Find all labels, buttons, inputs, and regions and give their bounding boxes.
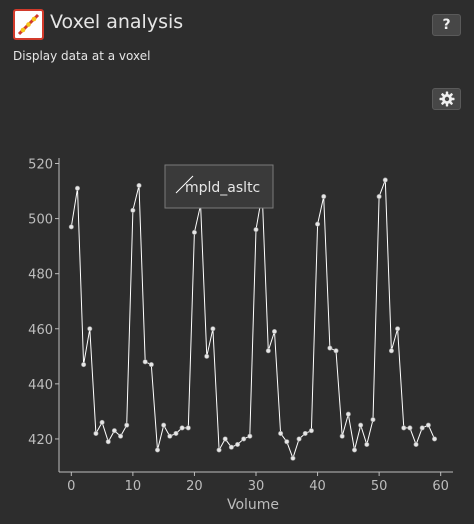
y-tick-label: 420: [28, 433, 53, 448]
data-point: [425, 422, 431, 428]
data-point: [142, 359, 148, 365]
data-point: [161, 422, 167, 428]
y-tick-label: 440: [28, 378, 53, 393]
x-axis-ticks: 0 10 20 30 40 50 60: [67, 472, 449, 494]
x-tick-label: 30: [248, 479, 265, 494]
data-point: [333, 348, 339, 354]
data-point: [235, 441, 241, 447]
data-point: [302, 430, 308, 436]
data-point: [210, 326, 216, 332]
data-point: [284, 439, 290, 445]
data-point: [136, 183, 142, 189]
page-title: Voxel analysis: [50, 11, 184, 33]
data-point: [370, 417, 376, 423]
x-tick-label: 0: [67, 479, 75, 494]
y-tick-label: 520: [28, 158, 53, 173]
data-point: [68, 224, 74, 230]
data-point: [382, 177, 388, 183]
data-point: [308, 428, 314, 434]
data-point: [278, 430, 284, 436]
data-point: [407, 425, 413, 431]
chart-legend: mpld_asltc: [164, 164, 274, 209]
legend-series-swatch: [175, 175, 194, 194]
data-point: [118, 433, 124, 439]
y-axis-ticks: 420 440 460 480 500 520: [28, 158, 59, 448]
data-point: [185, 425, 191, 431]
legend-series-label: mpld_asltc: [185, 180, 260, 196]
data-point: [74, 185, 80, 191]
x-axis-label: Volume: [227, 497, 279, 513]
data-point: [167, 433, 173, 439]
data-point: [432, 436, 438, 442]
help-button[interactable]: ?: [432, 14, 461, 36]
data-point: [111, 428, 117, 434]
data-point: [296, 436, 302, 442]
voxel-analysis-icon: [13, 9, 44, 40]
data-point: [99, 419, 105, 425]
data-point: [241, 436, 247, 442]
x-tick-label: 40: [309, 479, 326, 494]
data-point: [419, 425, 425, 431]
y-tick-label: 500: [28, 213, 53, 228]
data-point: [87, 326, 93, 332]
data-point: [191, 229, 197, 235]
gear-icon: [439, 91, 454, 107]
data-point: [222, 436, 228, 442]
data-point: [155, 447, 161, 453]
x-tick-label: 20: [186, 479, 203, 494]
data-point: [228, 444, 234, 450]
x-tick-label: 10: [125, 479, 142, 494]
settings-button[interactable]: [432, 88, 461, 110]
series-layer: [68, 177, 438, 461]
series-line: [70, 179, 435, 460]
y-tick-label: 480: [28, 268, 53, 283]
data-point: [345, 411, 351, 417]
x-tick-label: 50: [371, 479, 388, 494]
data-point: [388, 348, 394, 354]
data-point: [271, 329, 277, 335]
data-point: [173, 430, 179, 436]
data-point: [358, 422, 364, 428]
data-point: [247, 433, 253, 439]
data-point: [179, 425, 185, 431]
data-point: [124, 422, 130, 428]
data-point: [401, 425, 407, 431]
data-point: [130, 207, 136, 213]
data-point: [204, 353, 210, 359]
data-point: [351, 447, 357, 453]
data-point: [315, 221, 321, 227]
data-point: [105, 439, 111, 445]
data-point: [376, 194, 382, 200]
data-point: [148, 362, 154, 368]
data-point: [395, 326, 401, 332]
data-point: [93, 430, 99, 436]
data-point: [339, 433, 345, 439]
data-point: [265, 348, 271, 354]
data-point: [253, 227, 259, 233]
data-point: [364, 441, 370, 447]
y-tick-label: 460: [28, 323, 53, 338]
data-point: [290, 455, 296, 461]
voxel-analysis-icon-graphic: [17, 13, 40, 36]
data-point: [216, 447, 222, 453]
x-tick-label: 60: [432, 479, 449, 494]
data-point: [81, 362, 87, 368]
data-point: [327, 345, 333, 351]
data-point: [321, 194, 327, 200]
page-subtitle: Display data at a voxel: [13, 49, 151, 63]
data-point: [413, 441, 419, 447]
